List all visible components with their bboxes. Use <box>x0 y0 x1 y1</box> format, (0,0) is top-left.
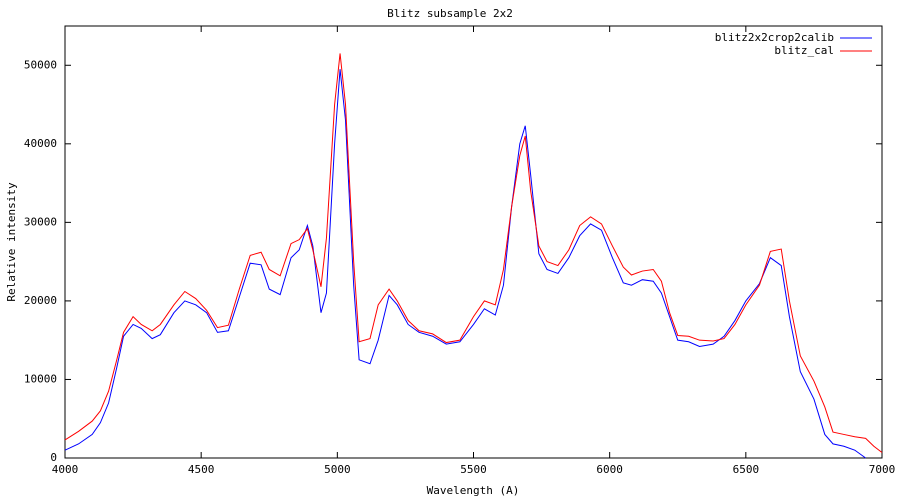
y-tick-label: 30000 <box>24 215 57 228</box>
y-tick-label: 40000 <box>24 137 57 150</box>
y-tick-label: 50000 <box>24 58 57 71</box>
y-tick-label: 20000 <box>24 294 57 307</box>
legend-label: blitz2x2crop2calib <box>715 31 834 44</box>
x-tick-label: 4000 <box>52 463 79 476</box>
chart-title: Blitz subsample 2x2 <box>387 7 513 20</box>
series-line <box>64 53 883 453</box>
y-axis-label: Relative intensity <box>5 182 18 302</box>
y-tick-label: 10000 <box>24 372 57 385</box>
legend-label: blitz_cal <box>774 44 834 57</box>
x-axis-label: Wavelength (A) <box>427 484 520 497</box>
x-tick-label: 6500 <box>733 463 760 476</box>
x-tick-label: 4500 <box>188 463 215 476</box>
x-tick-label: 5500 <box>460 463 487 476</box>
y-tick-label: 0 <box>50 451 57 464</box>
x-tick-label: 5000 <box>324 463 351 476</box>
x-tick-label: 7000 <box>869 463 896 476</box>
x-tick-label: 6000 <box>596 463 623 476</box>
